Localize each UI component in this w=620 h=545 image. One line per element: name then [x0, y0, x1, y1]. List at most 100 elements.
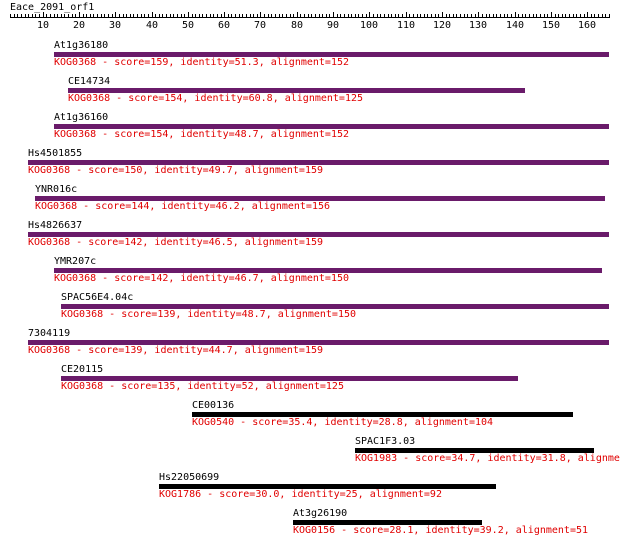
- hit-name[interactable]: SPAC56E4.04c: [61, 292, 134, 303]
- hit-bar[interactable]: [61, 376, 518, 381]
- axis-tick: [402, 14, 403, 18]
- axis-tick: [388, 14, 389, 18]
- axis-tick: [35, 14, 36, 18]
- axis-tick: [315, 14, 316, 18]
- axis-tick: [137, 14, 138, 18]
- hit-name[interactable]: At1g36160: [54, 112, 109, 123]
- axis-tick: [569, 14, 570, 18]
- hit-name[interactable]: At1g36180: [54, 40, 109, 51]
- axis-tick: [584, 14, 585, 18]
- axis-tick: [271, 14, 272, 18]
- axis-tick: [536, 14, 537, 18]
- axis-tick: [144, 14, 145, 18]
- hit-details[interactable]: KOG0368 - score=144, identity=46.2, alig…: [35, 201, 331, 212]
- hit-details[interactable]: KOG0368 - score=142, identity=46.5, alig…: [28, 237, 324, 248]
- axis-tick: [409, 14, 410, 18]
- axis-tick: [141, 14, 142, 18]
- axis-tick: [518, 14, 519, 18]
- axis-tick: [173, 14, 174, 18]
- axis-tick: [32, 14, 33, 18]
- axis-tick-label: 160: [578, 20, 597, 31]
- axis-tick: [420, 14, 421, 18]
- hit-details[interactable]: KOG0540 - score=35.4, identity=28.8, ali…: [192, 417, 494, 428]
- hit-name[interactable]: YNR016c: [35, 184, 78, 195]
- hit-details[interactable]: KOG0368 - score=139, identity=44.7, alig…: [28, 345, 324, 356]
- axis-tick: [565, 14, 566, 18]
- axis-tick: [507, 14, 508, 18]
- axis-tick-label: 70: [254, 20, 267, 31]
- axis-tick: [471, 14, 472, 18]
- axis-tick: [54, 14, 55, 18]
- hit-bar[interactable]: [293, 520, 482, 525]
- axis-tick-label: 130: [469, 20, 488, 31]
- hit-name[interactable]: YMR207c: [54, 256, 97, 267]
- axis-tick: [75, 14, 76, 18]
- axis-tick: [17, 14, 18, 18]
- hit-name[interactable]: Hs4501855: [28, 148, 83, 159]
- axis-tick: [57, 14, 58, 18]
- hit-name[interactable]: CE00136: [192, 400, 235, 411]
- hit-details[interactable]: KOG0368 - score=142, identity=46.7, alig…: [54, 273, 350, 284]
- axis-tick: [290, 14, 291, 18]
- axis-tick: [449, 14, 450, 18]
- axis-tick: [235, 14, 236, 18]
- axis-tick: [489, 14, 490, 18]
- hit-bar[interactable]: [159, 484, 496, 489]
- hit-name[interactable]: Hs22050699: [159, 472, 220, 483]
- axis-tick: [587, 12, 588, 18]
- axis-tick: [558, 14, 559, 18]
- hit-name[interactable]: Hs4826637: [28, 220, 83, 231]
- hit-name[interactable]: At3g26190: [293, 508, 348, 519]
- axis-tick: [562, 14, 563, 18]
- hit-bar[interactable]: [61, 304, 609, 309]
- hit-details[interactable]: KOG0156 - score=28.1, identity=39.2, ali…: [293, 525, 589, 536]
- hit-details[interactable]: KOG0368 - score=159, identity=51.3, alig…: [54, 57, 350, 68]
- axis-tick: [279, 14, 280, 18]
- hit-name[interactable]: 7304119: [28, 328, 71, 339]
- hit-details[interactable]: KOG0368 - score=139, identity=48.7, alig…: [61, 309, 357, 320]
- hit-bar[interactable]: [35, 196, 605, 201]
- axis-tick: [50, 14, 51, 18]
- axis-tick-label: 80: [291, 20, 304, 31]
- hit-bar[interactable]: [28, 160, 609, 165]
- axis-tick: [224, 12, 225, 18]
- hit-name[interactable]: SPAC1F3.03: [355, 436, 416, 447]
- hit-bar[interactable]: [355, 448, 594, 453]
- axis-tick: [170, 14, 171, 18]
- axis-tick: [181, 14, 182, 18]
- hit-bar[interactable]: [192, 412, 573, 417]
- hit-bar[interactable]: [68, 88, 525, 93]
- axis-tick: [431, 14, 432, 18]
- axis-tick: [348, 14, 349, 18]
- axis-tick: [413, 14, 414, 18]
- axis-tick: [602, 14, 603, 18]
- axis-tick: [286, 14, 287, 18]
- axis-tick: [308, 14, 309, 18]
- hit-details[interactable]: KOG1786 - score=30.0, identity=25, align…: [159, 489, 442, 500]
- axis-tick: [293, 14, 294, 18]
- hit-bar[interactable]: [28, 340, 609, 345]
- axis-tick: [239, 14, 240, 18]
- axis-tick: [108, 14, 109, 18]
- query-name: Eace_2091_orf1: [10, 2, 95, 13]
- axis-tick: [522, 14, 523, 18]
- axis-tick: [456, 14, 457, 18]
- axis-tick: [311, 14, 312, 18]
- axis-tick: [467, 14, 468, 18]
- hit-bar[interactable]: [54, 52, 609, 57]
- hit-details[interactable]: KOG0368 - score=150, identity=49.7, alig…: [28, 165, 324, 176]
- hit-details[interactable]: KOG0368 - score=154, identity=60.8, alig…: [68, 93, 364, 104]
- hit-bar[interactable]: [54, 124, 609, 129]
- hit-name[interactable]: CE14734: [68, 76, 111, 87]
- hit-details[interactable]: KOG0368 - score=154, identity=48.7, alig…: [54, 129, 350, 140]
- hit-details[interactable]: KOG0368 - score=135, identity=52, alignm…: [61, 381, 344, 392]
- axis-tick: [358, 14, 359, 18]
- axis-tick: [355, 14, 356, 18]
- hit-bar[interactable]: [54, 268, 602, 273]
- hit-details[interactable]: KOG1983 - score=34.7, identity=31.8, ali…: [355, 453, 620, 464]
- axis-tick: [79, 12, 80, 18]
- axis-tick: [14, 14, 15, 18]
- axis-tick: [391, 14, 392, 18]
- hit-bar[interactable]: [28, 232, 609, 237]
- hit-name[interactable]: CE20115: [61, 364, 104, 375]
